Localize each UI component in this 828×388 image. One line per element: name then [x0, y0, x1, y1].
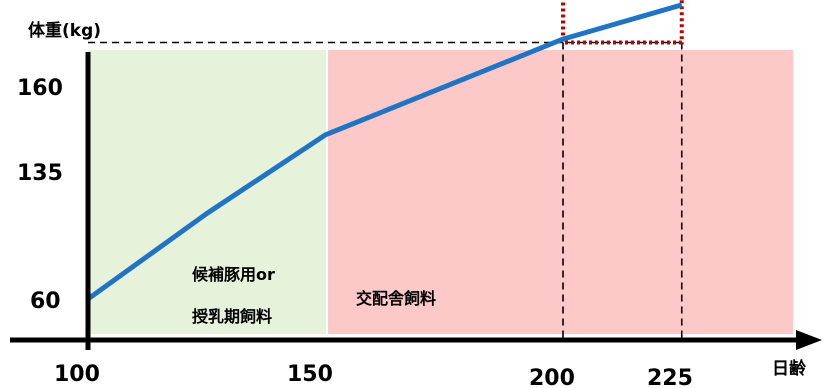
zone-feed-2-bg	[328, 50, 793, 334]
series-line-group	[86, 2, 683, 302]
reference-lines	[88, 41, 683, 338]
x-tick-label: 225	[647, 366, 693, 388]
x-axis-title: 日齢	[772, 358, 807, 379]
y-axis-title: 体重(kg)	[28, 20, 101, 41]
zone-feed-1-label-line1: 候補豚用or	[192, 265, 275, 284]
y-tick-label: 135	[17, 161, 63, 186]
y-tick-label: 60	[30, 289, 61, 314]
x-tick-label: 200	[529, 366, 575, 388]
x-tick-label: 100	[54, 362, 100, 387]
zone-feed-1-bg	[88, 50, 326, 334]
x-axis-arrowhead	[796, 330, 822, 350]
y-tick-label: 160	[17, 76, 63, 101]
zone-feed-2-label: 交配舎飼料	[356, 289, 436, 308]
x-tick-label: 150	[287, 362, 333, 387]
zone-feed-1-label-line2: 授乳期飼料	[192, 307, 272, 326]
series-line	[86, 2, 683, 302]
